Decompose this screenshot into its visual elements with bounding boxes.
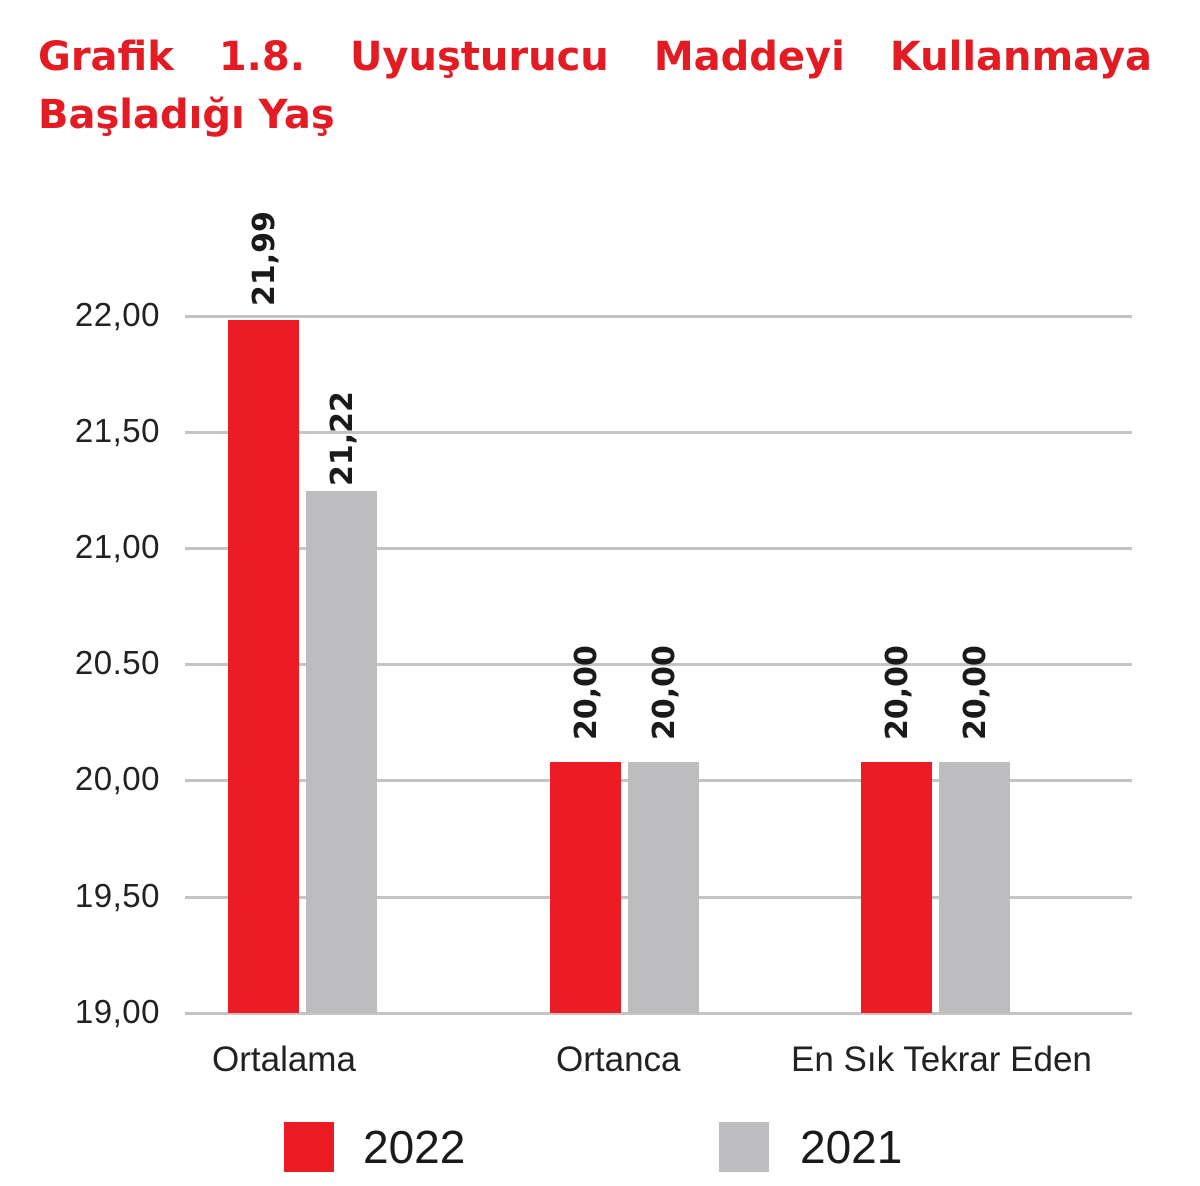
- chart-title-line-1: Grafik 1.8. Uyuşturucu Maddeyi Kullanmay…: [38, 34, 1152, 80]
- bar-ortanca-2022: [550, 762, 621, 1013]
- y-tick-label: 20.50: [74, 644, 160, 681]
- y-tick-label: 22,00: [74, 296, 160, 333]
- x-label-en-sik-tekrar-eden: En Sık Tekrar Eden: [791, 1040, 1092, 1079]
- y-tick-label: 20,00: [74, 760, 160, 797]
- y-tick-label: 19,00: [74, 993, 160, 1030]
- value-label-ortalama-2022: 21,99: [247, 211, 282, 306]
- value-label-ortanca-2022: 20,00: [569, 645, 604, 740]
- value-label-ortalama-2021: 21,22: [325, 391, 360, 486]
- gridline-20-50: [185, 663, 1132, 666]
- bar-ortalama-2022: [228, 320, 299, 1013]
- gridline-22-00: [185, 315, 1132, 318]
- y-tick-label: 21,00: [74, 528, 160, 565]
- y-tick-label: 19,50: [74, 877, 160, 914]
- bar-ortalama-2021: [306, 491, 377, 1013]
- gridline-21-00: [185, 547, 1132, 550]
- value-label-ortanca-2021: 20,00: [647, 645, 682, 740]
- y-tick-label: 21,50: [74, 412, 160, 449]
- chart-title: Grafik 1.8. Uyuşturucu Maddeyi Kullanmay…: [38, 28, 1152, 144]
- x-label-ortanca: Ortanca: [556, 1040, 681, 1079]
- value-label-en-sik-2022: 20,00: [880, 645, 915, 740]
- bar-en-sik-2021: [939, 762, 1010, 1013]
- bar-ortanca-2021: [628, 762, 699, 1013]
- value-label-en-sik-2021: 20,00: [958, 645, 993, 740]
- legend-label-2021: 2021: [800, 1121, 903, 1173]
- gridline-21-50: [185, 431, 1132, 434]
- x-label-ortalama: Ortalama: [212, 1040, 356, 1079]
- legend-swatch-2022: [284, 1122, 334, 1172]
- gridline-19-00: [185, 1012, 1132, 1015]
- chart-title-line-2: Başladığı Yaş: [38, 92, 335, 138]
- legend-label-2022: 2022: [363, 1121, 466, 1173]
- bar-en-sik-2022: [861, 762, 932, 1013]
- legend-swatch-2021: [719, 1122, 769, 1172]
